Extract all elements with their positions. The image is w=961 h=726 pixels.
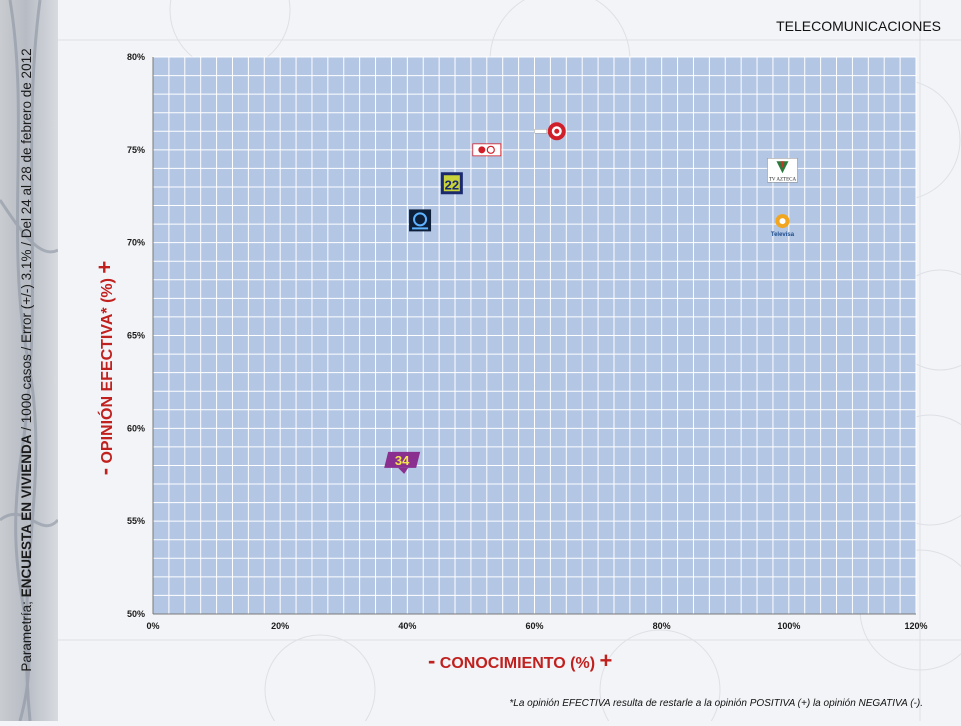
x-axis-minus: - [428,648,436,673]
y-tick-label: 65% [127,331,145,341]
y-tick-label: 55% [127,516,145,526]
x-axis-plus: + [599,648,613,673]
y-axis-plus: + [92,260,117,274]
y-tick-label: 75% [127,145,145,155]
data-point-cadena-tres: Cadena Tres [472,143,502,157]
x-axis-title: - CONOCIMIENTO (%) + [428,648,612,674]
data-point-once-tv: Once TV [534,122,566,141]
svg-text:TV AZTECA: TV AZTECA [769,177,797,182]
y-axis-title: - OPINIÓN EFECTIVA* (%) + [92,208,117,528]
tree-branches-image [0,0,60,722]
section-title: TELECOMUNICACIONES [776,18,941,34]
svg-text:Televisa: Televisa [771,232,795,238]
data-point-canal-22: Canal 2222 [440,172,463,195]
data-point-televisa: TelevisaTelevisa [771,214,795,238]
y-axis-label: OPINIÓN EFECTIVA* (%) [99,278,116,464]
y-tick-label: 70% [127,238,145,248]
y-axis-minus: - [92,467,117,476]
y-tick-label: 80% [127,52,145,62]
svg-text:34: 34 [395,453,410,468]
x-tick-label: 0% [146,621,159,631]
x-tick-label: 20% [271,621,289,631]
y-tick-label: 60% [127,423,145,433]
x-tick-label: 40% [398,621,416,631]
x-tick-label: 60% [525,621,543,631]
x-axis-label: CONOCIMIENTO (%) [439,655,596,672]
x-tick-label: 80% [653,621,671,631]
data-point-tv-azteca: TV AztecaTV AZTECA [767,158,798,183]
data-point-canal-34: Canal 3434 [384,451,421,474]
x-tick-label: 100% [777,621,800,631]
left-decorative-strip [0,0,60,722]
footnote: *La opinión EFECTIVA resulta de restarle… [509,698,923,709]
y-tick-label: 50% [127,609,145,619]
svg-text:22: 22 [445,177,459,192]
x-tick-label: 120% [904,621,927,631]
data-point-proyecto-40: Proyecto 40 [409,209,432,232]
